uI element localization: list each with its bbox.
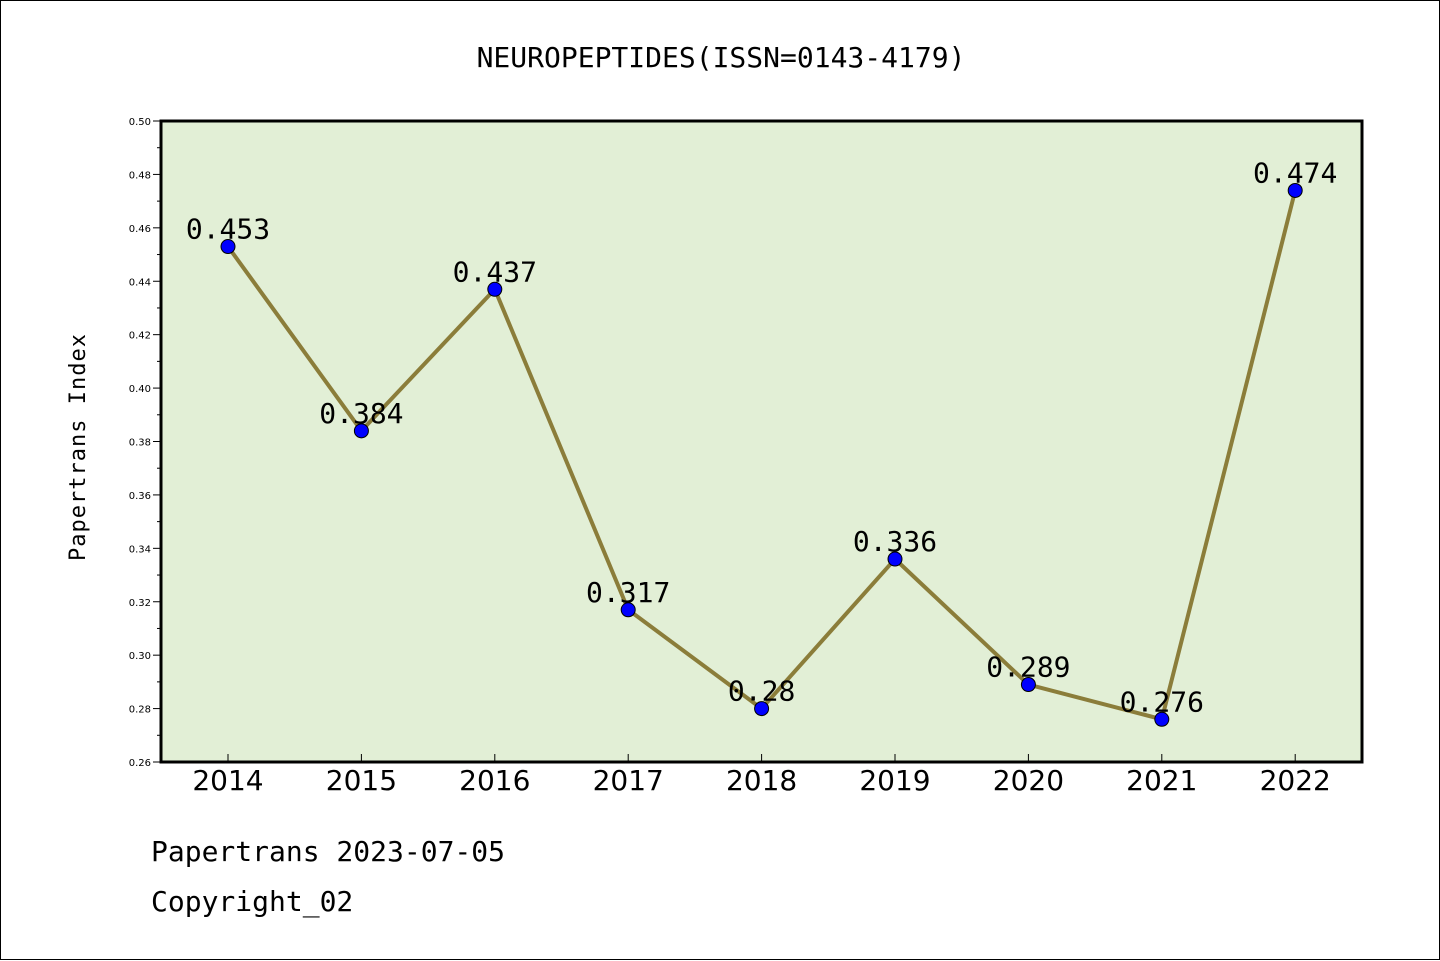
y-tick-label: 0.50 [129,117,151,128]
x-tick-label: 2019 [859,764,930,797]
data-point [353,423,369,439]
y-tick-label: 0.44 [129,277,151,288]
data-point [887,551,903,567]
y-tick-label: 0.34 [129,544,151,555]
data-point [1287,182,1303,198]
y-tick-label: 0.40 [129,384,151,395]
data-point [620,602,636,618]
plot-area [159,119,1364,764]
y-tick-label: 0.30 [129,651,151,662]
y-tick-label: 0.36 [129,491,151,502]
x-tick-label: 2022 [1260,764,1331,797]
y-tick-label: 0.26 [129,758,151,769]
footer-copyright: Copyright_02 [151,885,354,918]
y-tick-label: 0.38 [129,438,151,449]
data-point [487,281,503,297]
y-tick-label: 0.46 [129,224,151,235]
y-axis-ticks: 0.26 0.28 0.30 0.32 0.34 0.36 0.38 0.40 0.42 0.44… [129,117,161,769]
x-tick-label: 2018 [726,764,797,797]
x-tick-label: 2014 [192,764,263,797]
y-tick-label: 0.48 [129,170,151,181]
data-point [1154,711,1170,727]
data-label: 0.453 [186,213,270,246]
data-label: 0.437 [453,255,537,288]
data-label: 0.474 [1253,156,1337,189]
data-label: 0.317 [586,576,670,609]
y-tick-label: 0.28 [129,705,151,716]
y-tick-label: 0.32 [129,598,151,609]
series-group [220,182,1303,727]
x-tick-label: 2015 [326,764,397,797]
x-tick-label: 2016 [459,764,530,797]
x-tick-label: 2020 [993,764,1064,797]
data-label: 0.289 [986,651,1070,684]
data-point [220,239,236,255]
data-label: 0.384 [319,397,403,430]
x-axis-ticks: 2014 2015 2016 2017 2018 2019 2020 2021 2022 [192,754,1331,797]
data-label: 0.336 [853,525,937,558]
chart-title: NEUROPEPTIDES(ISSN=0143-4179) [477,41,966,74]
x-tick-label: 2021 [1126,764,1197,797]
y-tick-label: 0.42 [129,331,151,342]
x-tick-label: 2017 [593,764,664,797]
footer-date: Papertrans 2023-07-05 [151,835,506,868]
data-point [1020,677,1036,693]
data-label: 0.28 [728,675,795,708]
data-labels: 0.453 0.384 0.437 0.317 0.28 0.336 0.289 0.276 0… [186,156,1337,718]
data-label: 0.276 [1120,685,1204,718]
y-axis-label: Papertrans Index [66,333,91,561]
data-point [754,701,770,717]
